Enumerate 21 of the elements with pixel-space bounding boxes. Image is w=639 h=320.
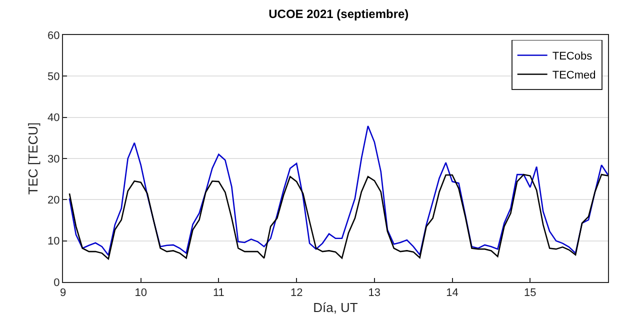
x-tick-label: 14 xyxy=(446,287,458,300)
x-axis-title: Día, UT xyxy=(313,300,358,315)
y-tick-label: 50 xyxy=(48,71,60,84)
x-tick-label: 13 xyxy=(368,287,381,300)
x-tick-label: 12 xyxy=(290,287,303,300)
y-tick-label: 0 xyxy=(54,276,60,289)
x-tick-label: 11 xyxy=(213,287,224,300)
x-tick-label: 15 xyxy=(524,287,536,300)
x-tick-label: 10 xyxy=(134,287,147,300)
y-tick-label: 40 xyxy=(48,112,60,124)
y-tick-label: 10 xyxy=(48,236,60,248)
line-series xyxy=(68,125,608,256)
x-tick-label: 9 xyxy=(60,287,66,300)
chart-title: UCOE 2021 (septiembre) xyxy=(268,7,409,21)
y-tick-label: 30 xyxy=(48,153,60,166)
line-series xyxy=(68,174,608,260)
y-tick-label: 20 xyxy=(48,194,60,207)
legend-label: TECmed xyxy=(552,70,596,82)
y-axis-title: TEC [TECU] xyxy=(26,122,40,195)
y-tick-label: 60 xyxy=(48,30,60,42)
legend-label: TECobs xyxy=(552,50,593,63)
